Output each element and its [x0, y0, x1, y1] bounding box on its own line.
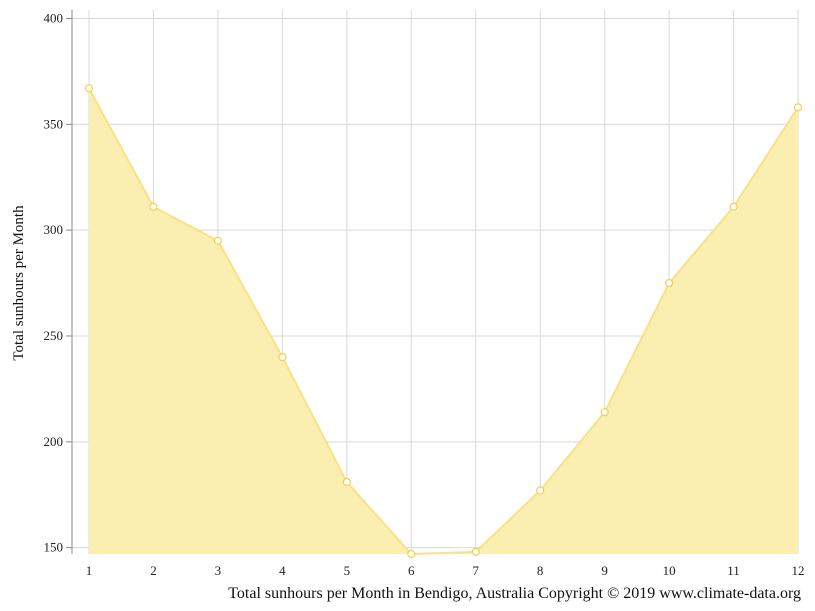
- y-tick-label: 200: [44, 434, 64, 449]
- data-point: [278, 353, 287, 362]
- x-tick-label: 10: [663, 563, 676, 578]
- data-point: [84, 84, 94, 93]
- y-axis-title: Total sunhours per Month: [11, 205, 27, 361]
- x-tick-label: 3: [215, 563, 222, 578]
- x-tick-label: 12: [792, 563, 805, 578]
- data-point: [407, 549, 416, 559]
- data-point: [793, 103, 803, 112]
- x-tick-label: 2: [150, 563, 157, 578]
- sunhours-series-line: [88, 87, 799, 556]
- data-point: [600, 408, 609, 417]
- data-point: [149, 202, 158, 211]
- y-tick-labels: 150 200 250 300 350 400: [44, 10, 64, 554]
- data-point: [664, 278, 674, 288]
- data-point: [342, 477, 351, 487]
- x-tick-labels: 1 2 3 4 5 6 7 8 9 10 11 12: [86, 563, 805, 578]
- x-tick-label: 6: [408, 563, 415, 578]
- y-tick-label: 400: [44, 10, 64, 25]
- x-tick-label: 8: [537, 563, 544, 578]
- data-point: [536, 486, 545, 495]
- x-tick-label: 9: [601, 563, 608, 578]
- data-point: [213, 236, 223, 245]
- chart-caption: Total sunhours per Month in Bendigo, Aus…: [228, 585, 801, 602]
- y-tick-label: 300: [44, 222, 64, 237]
- data-points: [84, 84, 803, 559]
- x-tick-label: 1: [86, 563, 93, 578]
- y-tick-label: 350: [44, 116, 64, 131]
- data-point: [471, 547, 480, 556]
- x-tick-label: 7: [472, 563, 479, 578]
- axes: [66, 10, 73, 554]
- x-tick-label: 5: [344, 563, 351, 578]
- sunhours-area-fill: [89, 88, 798, 555]
- x-tick-label: 11: [727, 563, 740, 578]
- y-tick-label: 150: [44, 540, 64, 555]
- data-point: [729, 202, 738, 211]
- x-tick-label: 4: [279, 563, 286, 578]
- y-tick-label: 250: [44, 328, 64, 343]
